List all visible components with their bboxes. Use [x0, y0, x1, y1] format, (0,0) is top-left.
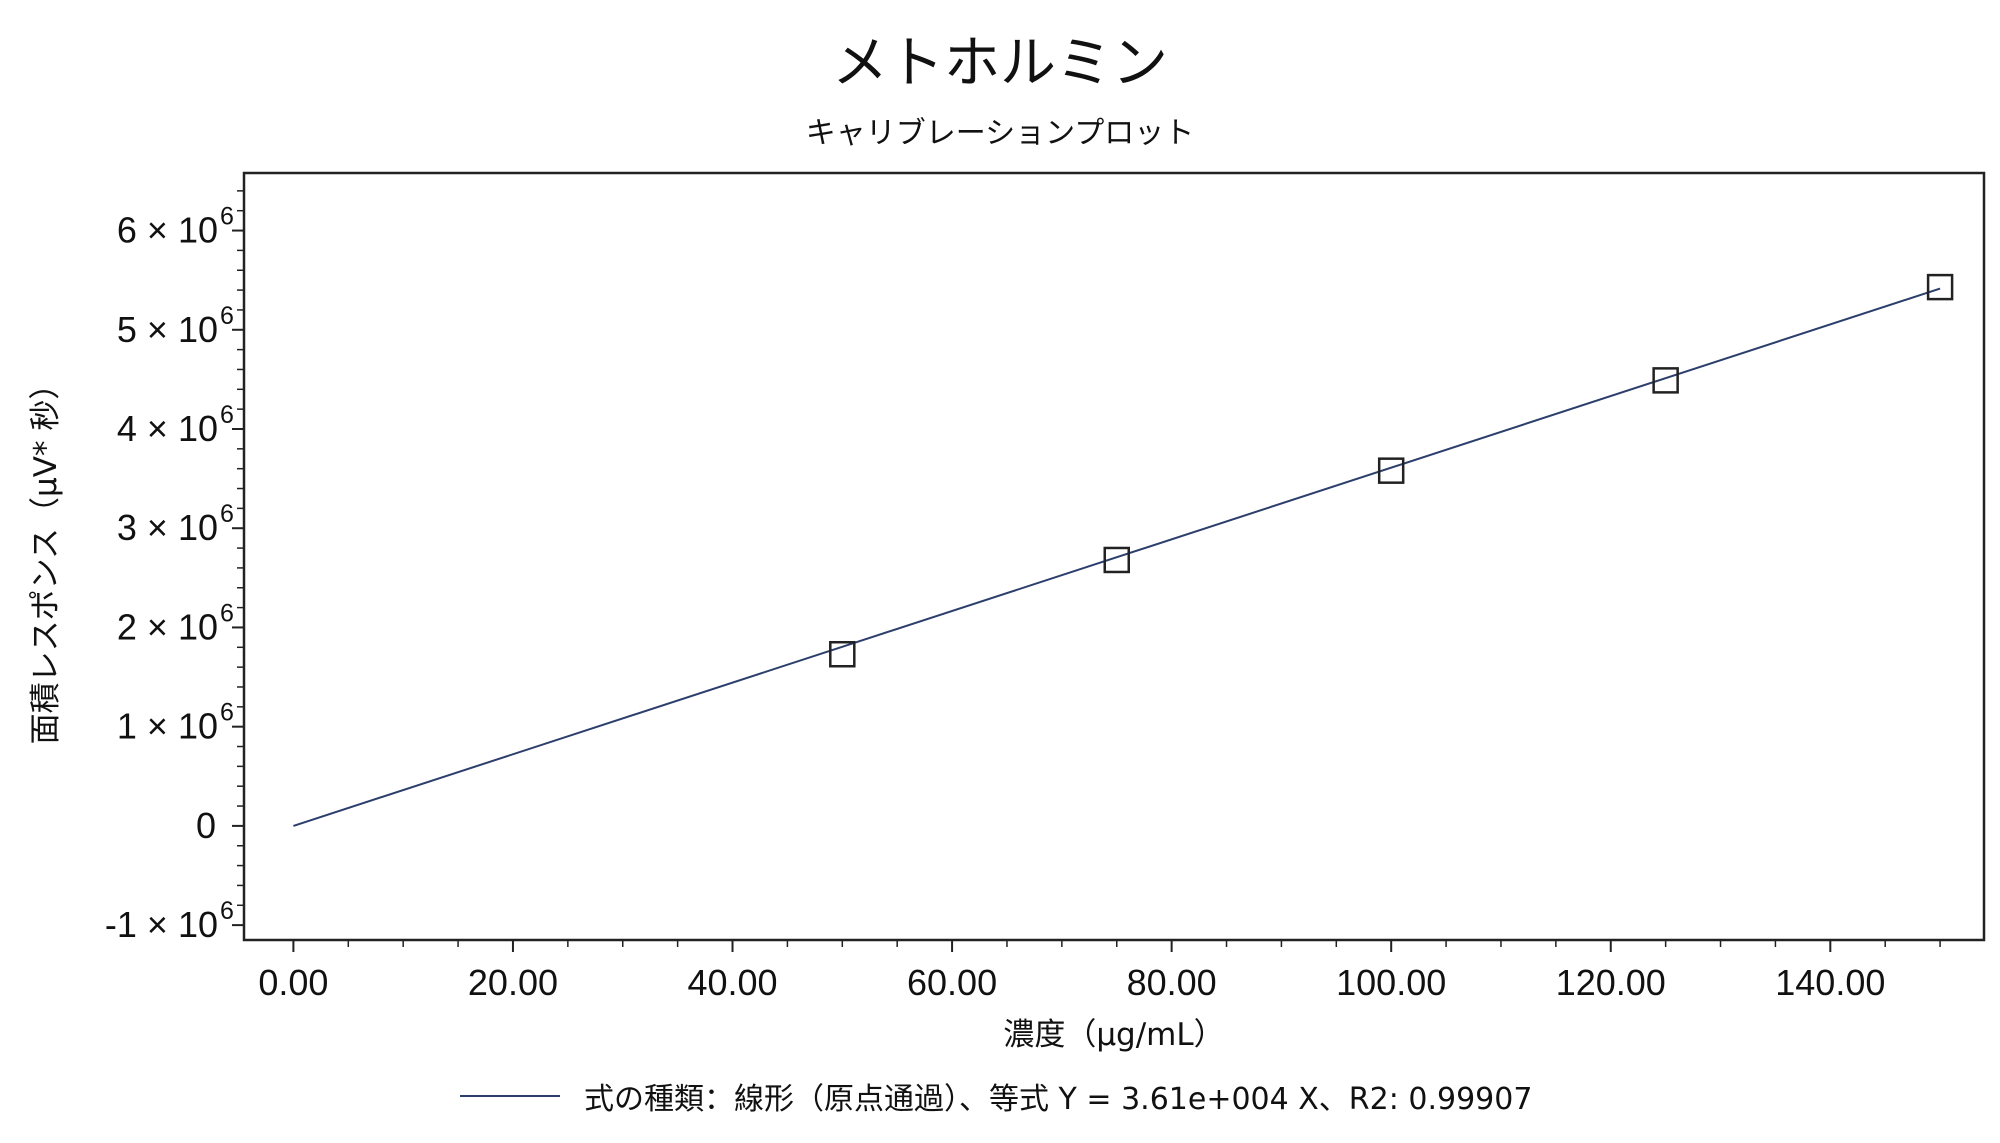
data-point-marker [1926, 273, 1954, 301]
legend-line-swatch [460, 1095, 560, 1097]
y-tick-exponent: 6 [220, 401, 234, 429]
data-point-marker [1652, 367, 1679, 394]
y-tick-exponent: 6 [220, 203, 234, 231]
chart-title: メトホルミン [832, 31, 1168, 96]
x-tick-label: 120.00 [1556, 962, 1666, 1003]
y-tick-label: 6 × 10 [117, 210, 218, 251]
legend: 式の種類：線形（原点通過）、等式 Y = 3.61e+004 X、R2: 0.9… [460, 1076, 1533, 1117]
x-tick-label: 100.00 [1336, 962, 1446, 1003]
chart-subtitle: キャリブレーションプロット [805, 116, 1195, 151]
y-tick-exponent: 6 [220, 699, 234, 727]
y-tick-exponent: 6 [220, 302, 234, 330]
y-tick-label: 4 × 10 [117, 408, 218, 449]
x-tick-label: 80.00 [1127, 962, 1217, 1003]
x-tick-label: 40.00 [687, 962, 777, 1003]
data-point-marker [1377, 457, 1405, 484]
y-tick-label: 0 [196, 805, 216, 846]
major-ticks [232, 229, 1832, 952]
x-tick-label: 0.00 [258, 962, 328, 1003]
y-tick-label: -1 × 10 [105, 904, 218, 945]
x-tick-label: 20.00 [468, 962, 558, 1003]
y-tick-label: 2 × 10 [117, 606, 218, 647]
x-tick-label: 60.00 [907, 962, 997, 1003]
y-tick-labels: -1 × 10 601 × 10 62 × 10 63 × 10 64 × 10 65 ×… [105, 203, 234, 946]
x-tick-label: 140.00 [1775, 962, 1885, 1003]
x-tick-labels: 0.00 20.00 40.00 60.00 80.00 100.00 120.00 140.… [258, 962, 1885, 1003]
fit-layer [293, 287, 1941, 827]
y-tick-exponent: 6 [220, 897, 234, 925]
data-point-marker [829, 640, 856, 668]
y-tick-label: 3 × 10 [117, 507, 218, 548]
y-tick-exponent: 6 [220, 599, 234, 627]
minor-ticks [237, 190, 1941, 947]
x-axis-title: 濃度（μg/mL） [1003, 1017, 1224, 1053]
marker-layer [829, 273, 1954, 668]
y-tick-exponent: 6 [220, 500, 234, 528]
y-tick-label: 5 × 10 [117, 309, 218, 350]
fit-line [293, 287, 1941, 827]
y-axis-title: 面積レスポンス（μV* 秒） [28, 369, 64, 745]
data-point-marker [1103, 546, 1130, 574]
plot-area-frame [242, 171, 1986, 942]
legend-label: 式の種類：線形（原点通過）、等式 Y = 3.61e+004 X、R2: 0.9… [584, 1082, 1533, 1117]
y-tick-label: 1 × 10 [117, 706, 218, 747]
